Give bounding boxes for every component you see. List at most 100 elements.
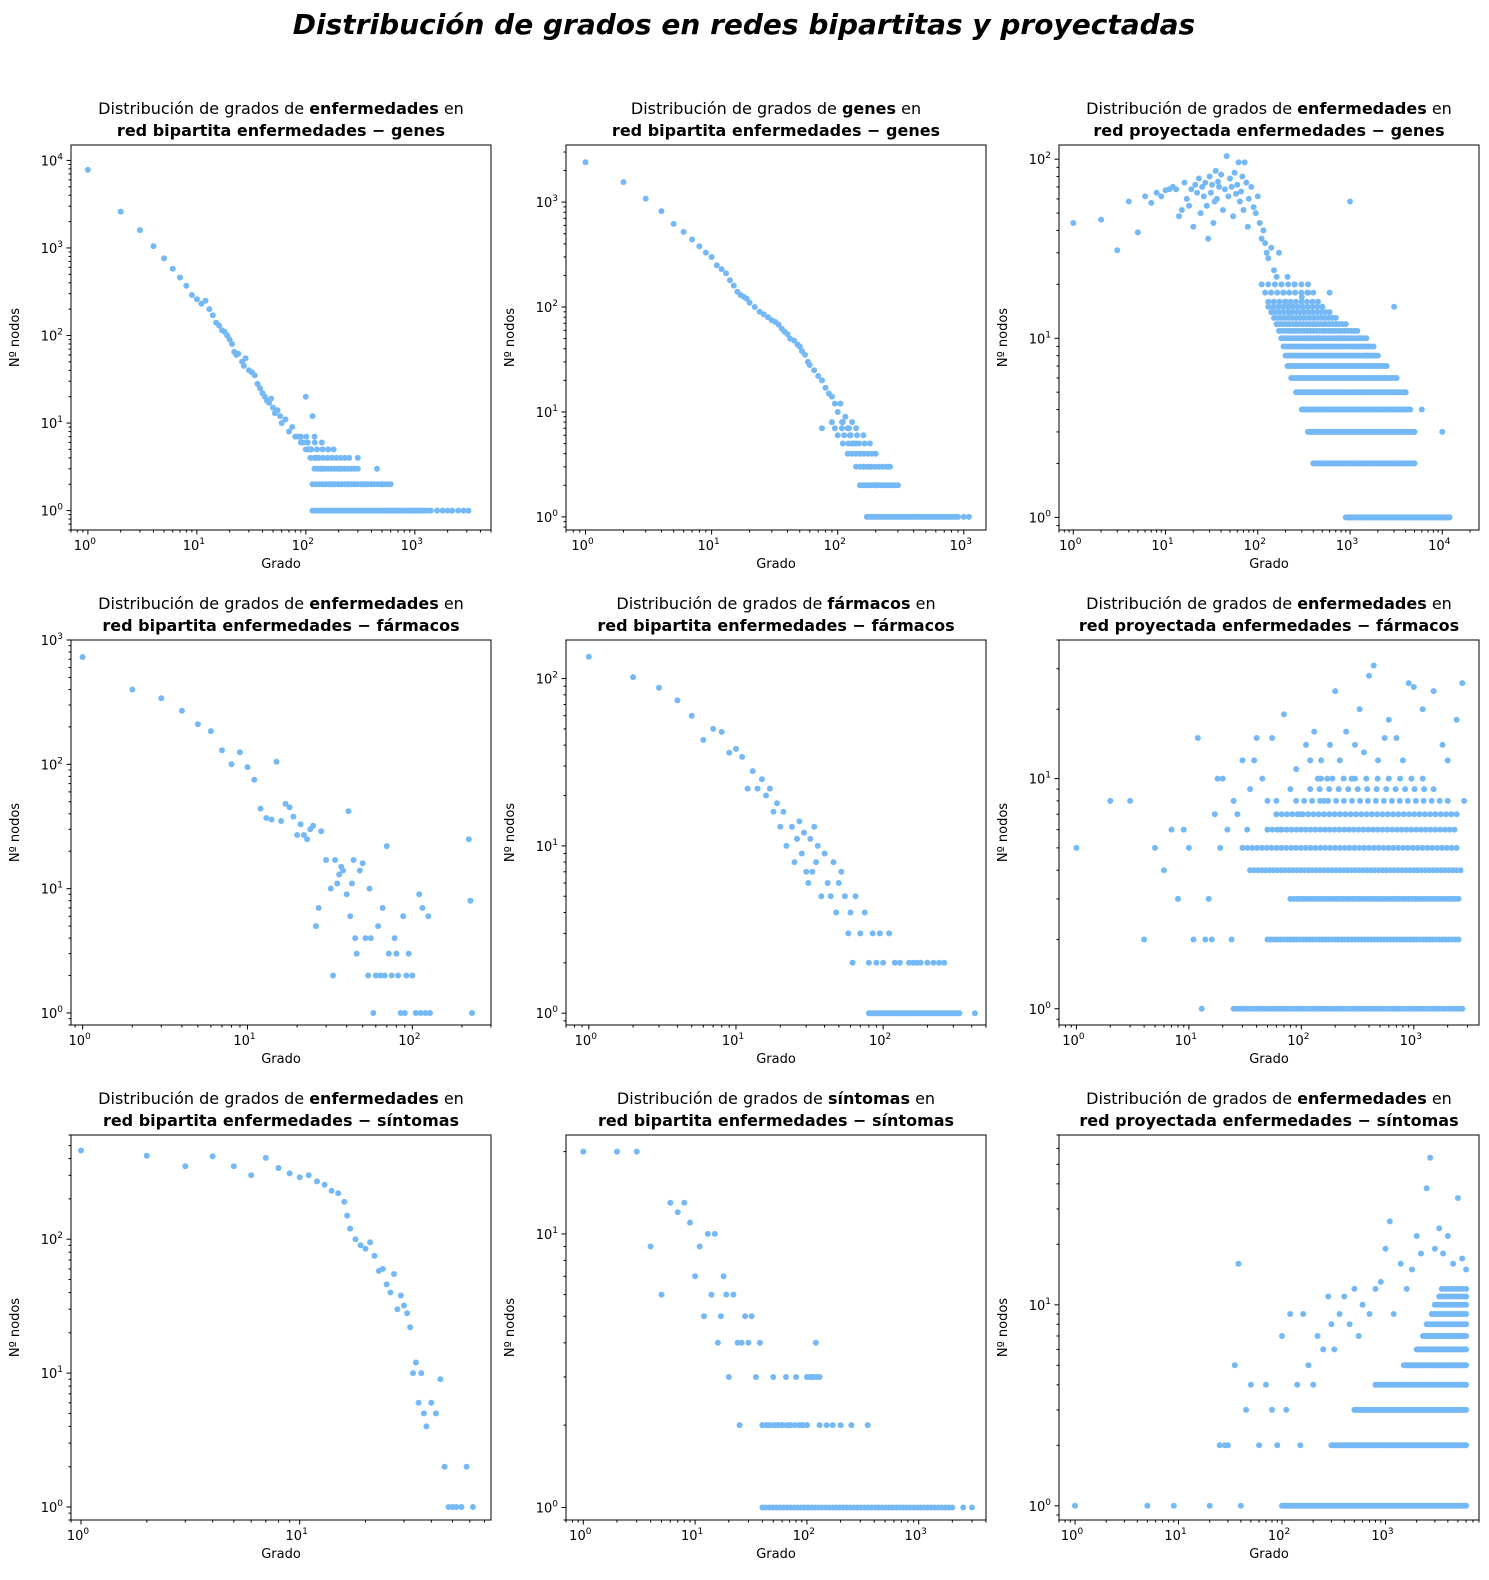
- data-point: [1461, 797, 1468, 804]
- data-point: [352, 935, 359, 942]
- y-tick-label: 102: [41, 327, 63, 344]
- data-point: [763, 792, 769, 799]
- data-point: [1262, 289, 1269, 296]
- data-point: [1341, 797, 1347, 804]
- data-point: [726, 749, 733, 756]
- data-point: [1375, 757, 1381, 764]
- data-point: [1400, 811, 1407, 818]
- data-point: [1332, 688, 1339, 695]
- data-point: [362, 1245, 369, 1252]
- data-point: [1453, 844, 1460, 851]
- y-axis-label: Nº nodos: [503, 803, 518, 862]
- panel-4: Distribución de grados de enfermedades e…: [8, 594, 492, 1067]
- data-point: [347, 913, 354, 920]
- data-point: [1397, 1260, 1404, 1267]
- data-point: [1436, 1225, 1443, 1232]
- data-point: [1250, 204, 1257, 211]
- data-point: [1347, 811, 1354, 818]
- data-point: [670, 220, 677, 227]
- data-point: [275, 1165, 282, 1171]
- data-point: [1235, 159, 1242, 166]
- data-point: [1235, 1260, 1242, 1267]
- data-point: [1368, 811, 1375, 818]
- data-point: [796, 818, 803, 825]
- y-tick-label: 101: [536, 838, 558, 855]
- panel-title-prefix: Distribución de grados de: [98, 1089, 309, 1108]
- data-point: [1388, 797, 1395, 804]
- panel-title-entity: genes: [842, 99, 896, 118]
- data-point: [1358, 811, 1365, 818]
- data-point: [1463, 1362, 1470, 1369]
- data-point: [427, 1010, 433, 1016]
- y-axis-label: Nº nodos: [8, 1298, 23, 1357]
- data-point: [1463, 1321, 1470, 1328]
- data-point: [240, 362, 247, 369]
- data-point: [818, 893, 825, 900]
- data-point: [1190, 223, 1197, 230]
- data-point: [415, 1399, 422, 1406]
- data-point: [1265, 303, 1272, 310]
- data-point: [841, 893, 848, 900]
- data-point: [341, 1198, 348, 1205]
- data-point: [801, 829, 807, 836]
- panel-title-suffix: en: [1427, 594, 1452, 613]
- data-point: [1459, 1005, 1466, 1012]
- x-tick-label: 101: [722, 1032, 744, 1049]
- panel-title-prefix: Distribución de grados de: [631, 99, 842, 118]
- data-point: [334, 880, 341, 887]
- data-point: [385, 950, 392, 957]
- data-point: [1408, 775, 1415, 782]
- data-point: [407, 1324, 414, 1331]
- data-point: [460, 507, 467, 514]
- data-point: [667, 1199, 674, 1206]
- data-point: [1463, 1301, 1470, 1308]
- y-tick-label: 101: [1029, 330, 1051, 347]
- data-point: [791, 859, 798, 866]
- data-point: [1395, 811, 1402, 818]
- data-point: [371, 1252, 378, 1259]
- data-point: [806, 362, 813, 368]
- data-point: [1239, 844, 1246, 851]
- data-point: [286, 428, 292, 435]
- data-point: [1343, 728, 1350, 735]
- data-point: [956, 1010, 963, 1017]
- data-point: [352, 1236, 359, 1243]
- data-point: [1354, 327, 1361, 334]
- x-tick-label: 100: [1061, 1527, 1084, 1544]
- data-point: [1350, 826, 1357, 833]
- data-point: [872, 450, 879, 457]
- data-point: [1417, 826, 1424, 833]
- x-tick-label: 103: [401, 537, 423, 554]
- data-point: [1289, 309, 1296, 316]
- data-point: [1356, 844, 1363, 851]
- data-point: [1383, 786, 1390, 793]
- data-point: [846, 425, 853, 432]
- data-point: [955, 513, 961, 520]
- data-point: [1411, 811, 1418, 818]
- panel-title-suffix: en: [910, 1089, 935, 1108]
- data-point: [1286, 289, 1293, 296]
- panel-title-entity: síntomas: [828, 1089, 910, 1108]
- data-point: [262, 1154, 269, 1161]
- data-point: [263, 815, 270, 821]
- data-point: [788, 823, 795, 830]
- data-point: [1374, 811, 1381, 818]
- data-point: [1312, 826, 1319, 833]
- data-point: [1208, 936, 1215, 943]
- data-point: [314, 1178, 320, 1185]
- data-point: [702, 249, 709, 256]
- data-point: [1463, 1406, 1470, 1413]
- data-point: [1231, 169, 1238, 176]
- data-point: [1263, 1381, 1269, 1388]
- y-tick-label: 101: [1029, 771, 1051, 788]
- data-point: [1269, 1406, 1275, 1413]
- data-point: [1258, 281, 1265, 288]
- data-point: [886, 930, 893, 937]
- data-point: [1366, 844, 1372, 851]
- data-point: [837, 1422, 844, 1429]
- data-point: [1289, 811, 1296, 818]
- data-point: [1301, 309, 1308, 316]
- data-point: [1243, 1406, 1250, 1413]
- data-point: [428, 1399, 435, 1406]
- data-point: [354, 465, 361, 472]
